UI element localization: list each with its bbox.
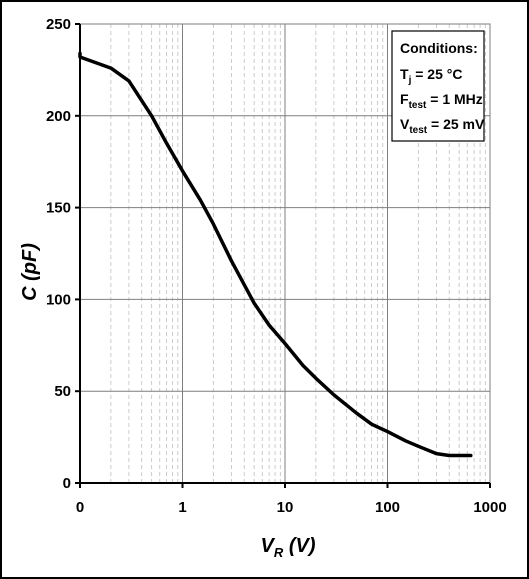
capacitance-curve xyxy=(78,51,473,458)
legend: Conditions: Tj = 25 °C Ftest = 1 MHz Vte… xyxy=(391,30,485,142)
x-tick-label: 100 xyxy=(375,499,400,516)
x-axis-label-unit: (V) xyxy=(289,535,316,557)
legend-line-ftest: Ftest = 1 MHz xyxy=(400,91,483,111)
y-tick-labels: 0 50 100 150 200 250 xyxy=(46,16,71,492)
y-tick-label: 200 xyxy=(46,108,71,125)
x-tick-label: 10 xyxy=(277,499,294,516)
x-tick-label: 0 xyxy=(76,499,84,516)
x-tick-labels: 0 1 10 100 1000 xyxy=(76,499,507,516)
legend-line-tj: Tj = 25 °C xyxy=(400,66,462,86)
y-tick-label: 0 xyxy=(63,475,71,492)
y-axis-label-unit: (pF) xyxy=(19,243,41,281)
x-tick-label: 1 xyxy=(178,499,186,516)
axes xyxy=(75,23,491,488)
y-tick-label: 250 xyxy=(46,16,71,33)
x-axis-label-sub: R xyxy=(274,545,284,560)
legend-line-vtest: Vtest = 25 mV xyxy=(400,116,485,136)
y-tick-label: 150 xyxy=(46,200,71,217)
legend-title: Conditions: xyxy=(400,40,478,56)
y-axis-label-main: C xyxy=(19,286,41,301)
y-tick-label: 100 xyxy=(46,291,71,308)
x-axis-label-main: V xyxy=(261,535,276,557)
x-tick-label: 1000 xyxy=(473,499,506,516)
y-tick-label: 50 xyxy=(54,383,71,400)
x-axis-label: VR (V) xyxy=(261,535,316,560)
legend-box xyxy=(391,30,485,142)
y-axis-label: C (pF) xyxy=(19,243,41,301)
